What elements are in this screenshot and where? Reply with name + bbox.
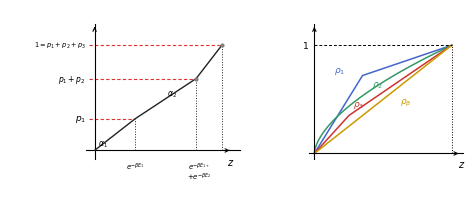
Text: $p_1+p_2$: $p_1+p_2$: [58, 73, 86, 85]
Text: $\rho_2$: $\rho_2$: [371, 80, 382, 91]
Text: $p_1$: $p_1$: [74, 114, 86, 125]
Text: $\rho_3$: $\rho_3$: [352, 99, 363, 110]
Text: $1 = p_1+p_2+p_3$: $1 = p_1+p_2+p_3$: [34, 40, 86, 51]
Text: $e^{-\beta E_{1+}}$: $e^{-\beta E_{1+}}$: [188, 161, 210, 172]
Text: $z$: $z$: [456, 159, 464, 169]
Text: $z$: $z$: [227, 157, 234, 167]
Text: 1: 1: [302, 42, 308, 51]
Text: $\alpha_2$: $\alpha_2$: [167, 89, 177, 100]
Text: $e^{-\beta E_1}$: $e^{-\beta E_1}$: [126, 161, 144, 172]
Text: $\rho_\beta$: $\rho_\beta$: [399, 98, 410, 109]
Text: $+e^{-\beta E_2}$: $+e^{-\beta E_2}$: [186, 171, 211, 182]
Text: $\rho_1$: $\rho_1$: [333, 66, 344, 77]
Text: $\alpha_1$: $\alpha_1$: [98, 139, 108, 149]
